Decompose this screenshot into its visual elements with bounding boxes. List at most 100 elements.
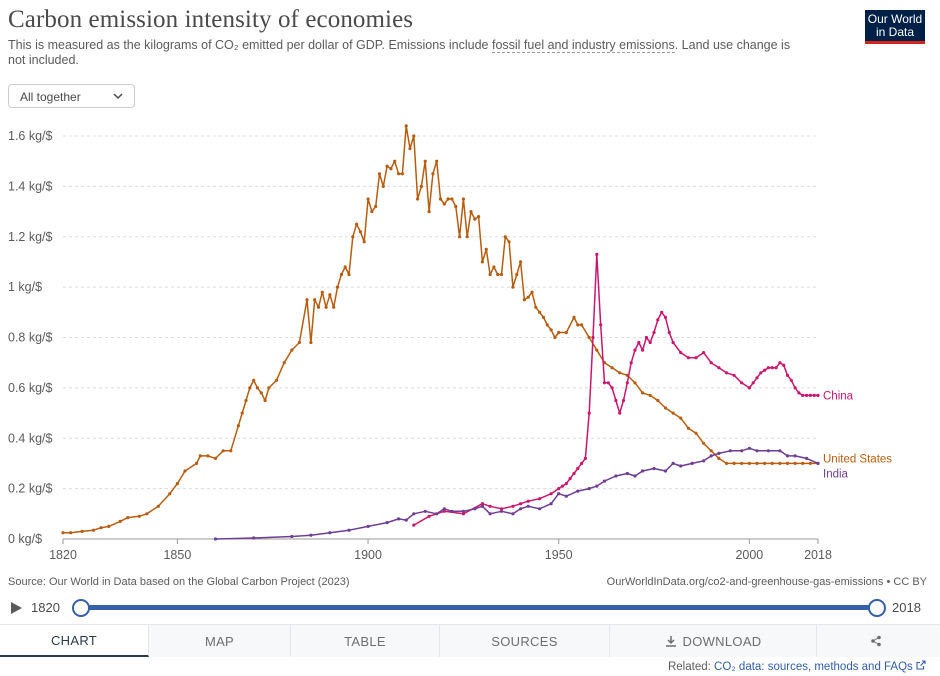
tab-chart[interactable]: CHART — [0, 625, 149, 657]
share-icon — [870, 635, 881, 647]
data-point-china — [580, 461, 584, 465]
data-point-china — [648, 340, 652, 345]
data-point-united-states — [263, 398, 267, 403]
timeline-track[interactable] — [78, 605, 876, 610]
data-point-china — [644, 335, 649, 340]
data-point-india — [328, 531, 332, 535]
data-point-india — [690, 461, 694, 465]
data-point-china — [610, 386, 614, 390]
data-point-china — [717, 366, 721, 370]
data-point-united-states — [297, 340, 301, 345]
tab-sources[interactable]: SOURCES — [440, 625, 610, 657]
owid-logo[interactable]: Our World in Data — [865, 10, 925, 44]
tab-table[interactable]: TABLE — [291, 625, 440, 657]
data-point-united-states — [259, 391, 263, 395]
data-point-united-states — [80, 529, 84, 533]
data-point-united-states — [740, 461, 744, 465]
data-point-united-states — [747, 461, 752, 465]
data-point-china — [427, 514, 431, 518]
data-point-united-states — [522, 298, 527, 302]
play-icon[interactable] — [10, 601, 24, 615]
data-point-united-states — [618, 371, 622, 375]
data-point-united-states — [576, 323, 580, 327]
tab-download[interactable]: DOWNLOAD — [610, 625, 817, 657]
data-point-india — [488, 512, 492, 516]
chevron-down-icon — [113, 93, 123, 100]
data-point-india — [633, 474, 637, 478]
subtitle-suffix: . Land use change is not included. — [8, 38, 791, 67]
data-point-china — [526, 499, 530, 503]
data-point-united-states — [408, 147, 412, 151]
data-point-china — [751, 381, 755, 385]
data-point-united-states — [328, 293, 332, 297]
data-point-india — [595, 484, 599, 488]
x-tick-label: 1950 — [545, 548, 573, 562]
data-point-china — [778, 361, 782, 365]
source-url[interactable]: OurWorldInData.org/co2-and-greenhouse-ga… — [606, 576, 927, 588]
entity-mode-select[interactable]: All together — [8, 84, 135, 108]
data-point-united-states — [526, 295, 530, 299]
related-link[interactable]: CO₂ data: sources, methods and FAQs — [714, 661, 913, 673]
tab-map[interactable]: MAP — [149, 625, 291, 657]
data-point-united-states — [255, 386, 260, 390]
data-point-united-states — [785, 461, 790, 465]
data-point-united-states — [587, 335, 591, 340]
x-tick-label: 1820 — [49, 548, 77, 562]
data-point-china — [511, 504, 515, 508]
series-line-china — [413, 253, 818, 526]
data-point-united-states — [641, 391, 645, 395]
data-point-united-states — [465, 235, 469, 239]
data-point-china — [557, 487, 561, 491]
data-point-india — [679, 464, 683, 468]
data-point-china — [702, 351, 706, 355]
data-point-united-states — [431, 172, 435, 176]
data-point-united-states — [244, 398, 248, 403]
data-point-india — [755, 449, 759, 453]
data-point-united-states — [309, 340, 313, 345]
data-point-united-states — [412, 134, 416, 138]
data-point-united-states — [595, 348, 599, 352]
data-point-united-states — [145, 512, 149, 516]
y-tick-label: 1.2 kg/$ — [8, 230, 53, 244]
data-point-china — [766, 366, 771, 370]
timeline-start-label: 1820 — [31, 600, 60, 615]
data-point-united-states — [267, 386, 271, 390]
x-tick-label: 2000 — [735, 548, 763, 562]
data-point-united-states — [362, 240, 366, 244]
download-icon — [665, 636, 676, 647]
x-axis: 1820 1850 1900 1950 2000 2018 — [49, 538, 832, 562]
data-point-united-states — [709, 449, 713, 453]
x-tick-label: 1900 — [354, 548, 382, 562]
data-point-united-states — [549, 328, 553, 332]
y-axis: 0 kg/$ 0.2 kg/$ 0.4 kg/$ 0.6 kg/$ 0.8 kg/$ 1 … — [8, 129, 53, 546]
timeline-start-handle[interactable] — [72, 599, 90, 617]
data-point-united-states — [477, 215, 481, 219]
data-point-united-states — [206, 454, 210, 458]
data-point-united-states — [404, 124, 408, 128]
data-point-united-states — [370, 210, 374, 214]
data-point-united-states — [808, 461, 813, 465]
data-point-united-states — [137, 514, 141, 518]
data-point-united-states — [458, 235, 462, 239]
data-point-india — [347, 528, 351, 532]
data-point-india — [290, 534, 294, 539]
data-point-united-states — [648, 393, 652, 397]
data-point-united-states — [541, 315, 546, 319]
data-point-united-states — [400, 172, 404, 176]
data-point-united-states — [438, 197, 443, 201]
related-prefix: Related: — [667, 661, 715, 673]
data-point-india — [702, 459, 706, 463]
series-group — [61, 124, 820, 541]
share-button[interactable] — [817, 625, 940, 657]
data-point-china — [488, 504, 492, 508]
data-point-china — [412, 523, 416, 527]
data-point-united-states — [99, 526, 103, 530]
data-point-india — [412, 512, 416, 516]
timeline-end-handle[interactable] — [868, 599, 886, 617]
data-point-united-states — [282, 361, 286, 365]
data-point-india — [511, 512, 515, 516]
subtitle-link[interactable]: fossil fuel and industry emissions — [491, 38, 675, 53]
data-point-india — [663, 469, 668, 473]
data-point-united-states — [686, 426, 691, 430]
data-point-united-states — [198, 454, 202, 458]
